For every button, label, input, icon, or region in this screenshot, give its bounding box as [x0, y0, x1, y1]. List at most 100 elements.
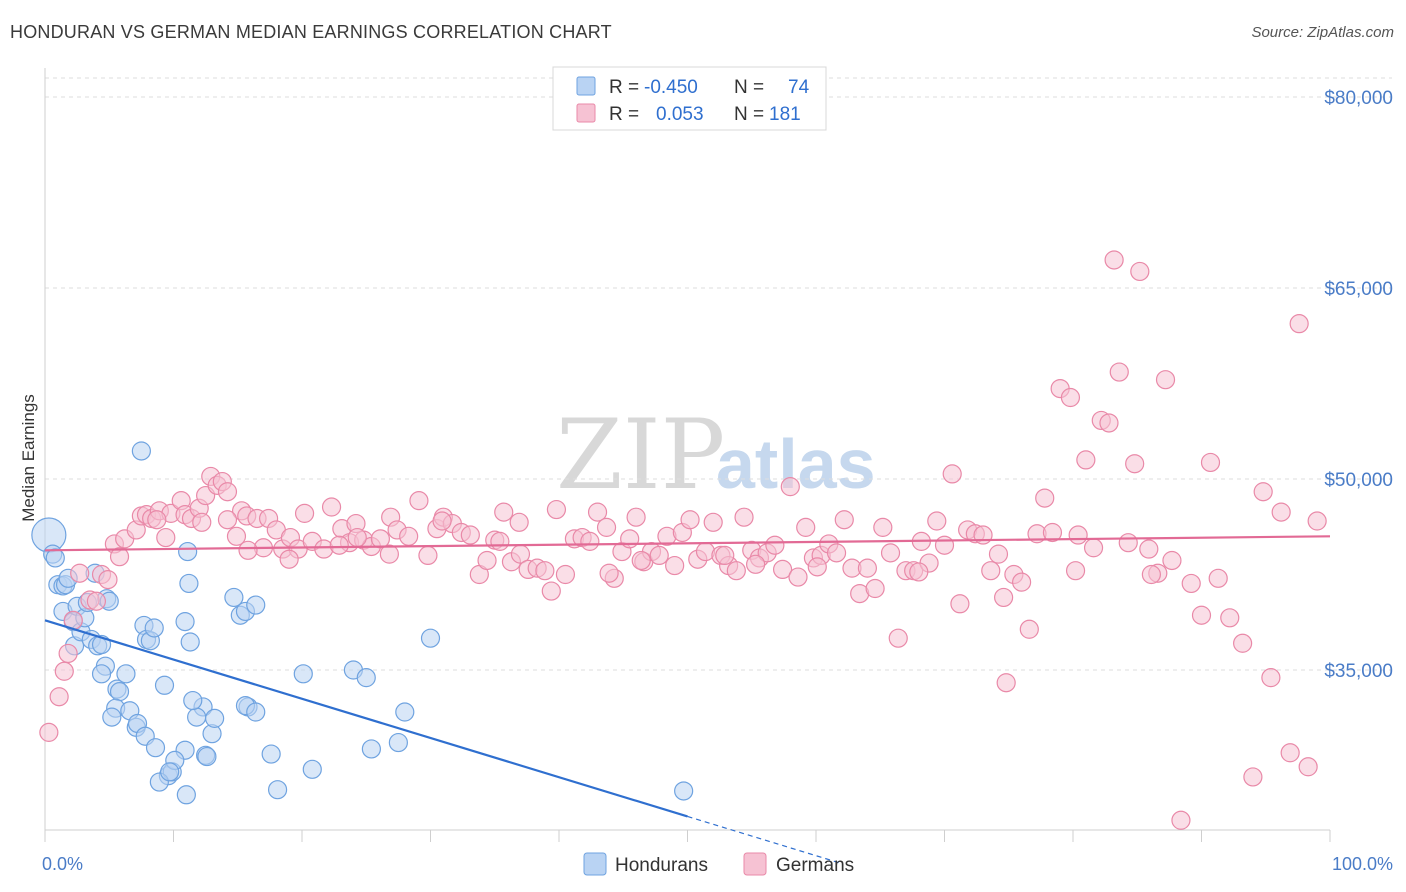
german-point: [1155, 370, 1176, 390]
germans-n-value: 181: [769, 104, 801, 125]
german-point: [734, 507, 754, 527]
german-point: [541, 581, 561, 601]
german-point: [226, 526, 247, 546]
honduran-point: [293, 664, 313, 684]
german-point: [39, 722, 59, 742]
german-point: [1280, 743, 1300, 763]
german-point: [399, 526, 419, 546]
german-point: [217, 510, 238, 530]
honduran-point: [267, 780, 288, 800]
honduran-point: [116, 664, 136, 684]
legend-germans-label: Germans: [776, 855, 854, 876]
german-point: [147, 510, 167, 530]
honduran-point: [395, 702, 415, 722]
german-point: [109, 547, 130, 567]
german-point: [238, 540, 258, 560]
german-point: [703, 512, 723, 532]
germans-swatch: [576, 103, 596, 123]
hondurans-swatch: [576, 76, 596, 96]
german-point: [996, 673, 1016, 693]
chart-title: HONDURAN VS GERMAN MEDIAN EARNINGS CORRE…: [10, 22, 612, 42]
honduran-point: [179, 573, 199, 594]
german-point: [546, 499, 567, 520]
german-point: [950, 594, 970, 614]
honduran-point: [175, 612, 195, 632]
german-point: [460, 525, 480, 545]
german-point: [477, 550, 497, 571]
x-ticks: [44, 830, 1331, 842]
honduran-point: [131, 441, 151, 461]
series-germans: [39, 250, 1327, 830]
german-point: [217, 482, 238, 502]
german-point: [192, 512, 212, 532]
source-label: Source: ZipAtlas.com: [1251, 24, 1394, 41]
german-point: [826, 543, 847, 563]
honduran-point: [183, 690, 203, 711]
german-point: [596, 517, 617, 537]
honduran-point: [176, 785, 196, 805]
honduran-point: [180, 632, 200, 652]
german-point: [1141, 564, 1161, 585]
german-point: [1035, 488, 1055, 508]
german-point: [765, 535, 785, 555]
german-point: [772, 559, 793, 580]
series-hondurans: [31, 441, 694, 805]
german-point: [329, 535, 349, 555]
german-point: [780, 477, 800, 497]
german-point: [1243, 767, 1263, 787]
german-point: [1208, 568, 1228, 588]
honduran-point: [246, 702, 266, 722]
watermark: ZIP atlas: [556, 399, 876, 511]
y-tick-label: $65,000: [1324, 279, 1393, 300]
stats-legend: R = -0.450 N = 74 R = 0.053 N = 181: [552, 66, 827, 131]
german-point: [746, 554, 766, 574]
german-point: [509, 512, 529, 532]
german-point: [1233, 633, 1253, 653]
german-point: [347, 527, 367, 548]
german-point: [1261, 668, 1281, 688]
german-point: [370, 529, 390, 549]
german-point: [665, 555, 685, 576]
y-tick-label: $35,000: [1324, 661, 1393, 682]
german-point: [1253, 482, 1273, 502]
german-point: [680, 510, 700, 530]
watermark-zip: ZIP: [556, 399, 725, 511]
german-point: [1130, 261, 1150, 282]
german-point: [1171, 810, 1191, 830]
german-point: [587, 502, 608, 522]
germans-trend-line: [44, 535, 1331, 552]
german-point: [796, 517, 816, 537]
german-point: [981, 561, 1001, 581]
legend-germans-swatch: [743, 852, 767, 876]
german-point: [1109, 362, 1129, 382]
german-point: [865, 578, 885, 599]
y-tick-label: $80,000: [1324, 88, 1393, 109]
german-point: [535, 561, 555, 581]
german-point: [1307, 511, 1327, 531]
honduran-point: [388, 732, 408, 753]
german-point: [649, 545, 669, 566]
honduran-point: [205, 708, 225, 728]
bottom-legend: Hondurans Germans: [583, 852, 854, 876]
german-point: [490, 531, 510, 551]
germans-r-label: R =: [609, 104, 639, 125]
stats-legend-box: [552, 66, 827, 131]
honduran-point: [420, 628, 441, 648]
germans-r-value: 0.053: [656, 104, 704, 125]
german-point: [1200, 452, 1221, 473]
hondurans-r-label: R =: [609, 77, 639, 98]
german-point: [973, 525, 993, 545]
x-tick-label-max: 100.0%: [1332, 854, 1393, 874]
german-point: [1099, 413, 1119, 433]
y-tick-label: $50,000: [1324, 470, 1393, 491]
legend-hondurans-label: Hondurans: [615, 855, 708, 876]
german-point: [626, 507, 646, 527]
german-point: [1162, 550, 1182, 571]
hondurans-r-value: -0.450: [644, 77, 698, 98]
y-tick-labels: $35,000 $50,000 $65,000 $80,000: [1324, 88, 1393, 682]
honduran-point: [144, 618, 164, 638]
german-point: [942, 464, 962, 484]
german-point: [857, 558, 878, 578]
german-point: [70, 563, 90, 583]
german-point: [58, 643, 78, 664]
